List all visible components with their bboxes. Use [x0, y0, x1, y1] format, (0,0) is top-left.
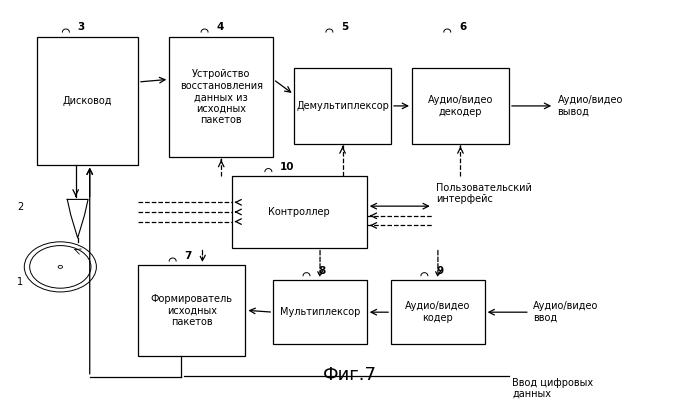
Text: Аудио/видео
ввод: Аудио/видео ввод [533, 301, 598, 323]
Text: Аудио/видео
декодер: Аудио/видео декодер [428, 95, 493, 117]
Bar [273, 280, 367, 344]
Text: 7: 7 [185, 251, 192, 261]
Text: Аудио/видео
кодер: Аудио/видео кодер [405, 301, 470, 323]
Text: Устройство
восстановления
данных из
исходных
пакетов: Устройство восстановления данных из исхо… [180, 69, 263, 125]
Ellipse shape [24, 242, 96, 292]
Text: Дисковод: Дисковод [63, 96, 113, 106]
Bar [412, 68, 509, 143]
Text: 1: 1 [17, 277, 23, 287]
Text: Мультиплексор: Мультиплексор [280, 307, 360, 317]
Ellipse shape [58, 265, 62, 268]
Bar [294, 68, 391, 143]
Bar [391, 280, 484, 344]
Text: Ввод цифровых
данных: Ввод цифровых данных [512, 377, 593, 399]
Text: 4: 4 [217, 22, 224, 32]
Text: Формирователь
исходных
пакетов: Формирователь исходных пакетов [151, 294, 233, 327]
Text: 3: 3 [78, 22, 85, 32]
Text: 10: 10 [280, 162, 295, 172]
Bar [38, 38, 138, 165]
Bar [169, 38, 273, 157]
Text: 2: 2 [17, 202, 23, 212]
Bar [231, 176, 367, 248]
Text: 9: 9 [436, 266, 443, 276]
Text: 6: 6 [459, 22, 466, 32]
Text: 5: 5 [341, 22, 348, 32]
Text: Пользовательский
интерфейс: Пользовательский интерфейс [436, 183, 532, 204]
Bar [138, 265, 245, 356]
Text: Аудио/видео
вывод: Аудио/видео вывод [558, 95, 623, 117]
Text: Контроллер: Контроллер [268, 207, 330, 217]
Text: Демультиплексор: Демультиплексор [296, 101, 389, 111]
Text: 8: 8 [318, 266, 326, 276]
Ellipse shape [29, 246, 91, 288]
Text: Фиг.7: Фиг.7 [322, 366, 377, 385]
